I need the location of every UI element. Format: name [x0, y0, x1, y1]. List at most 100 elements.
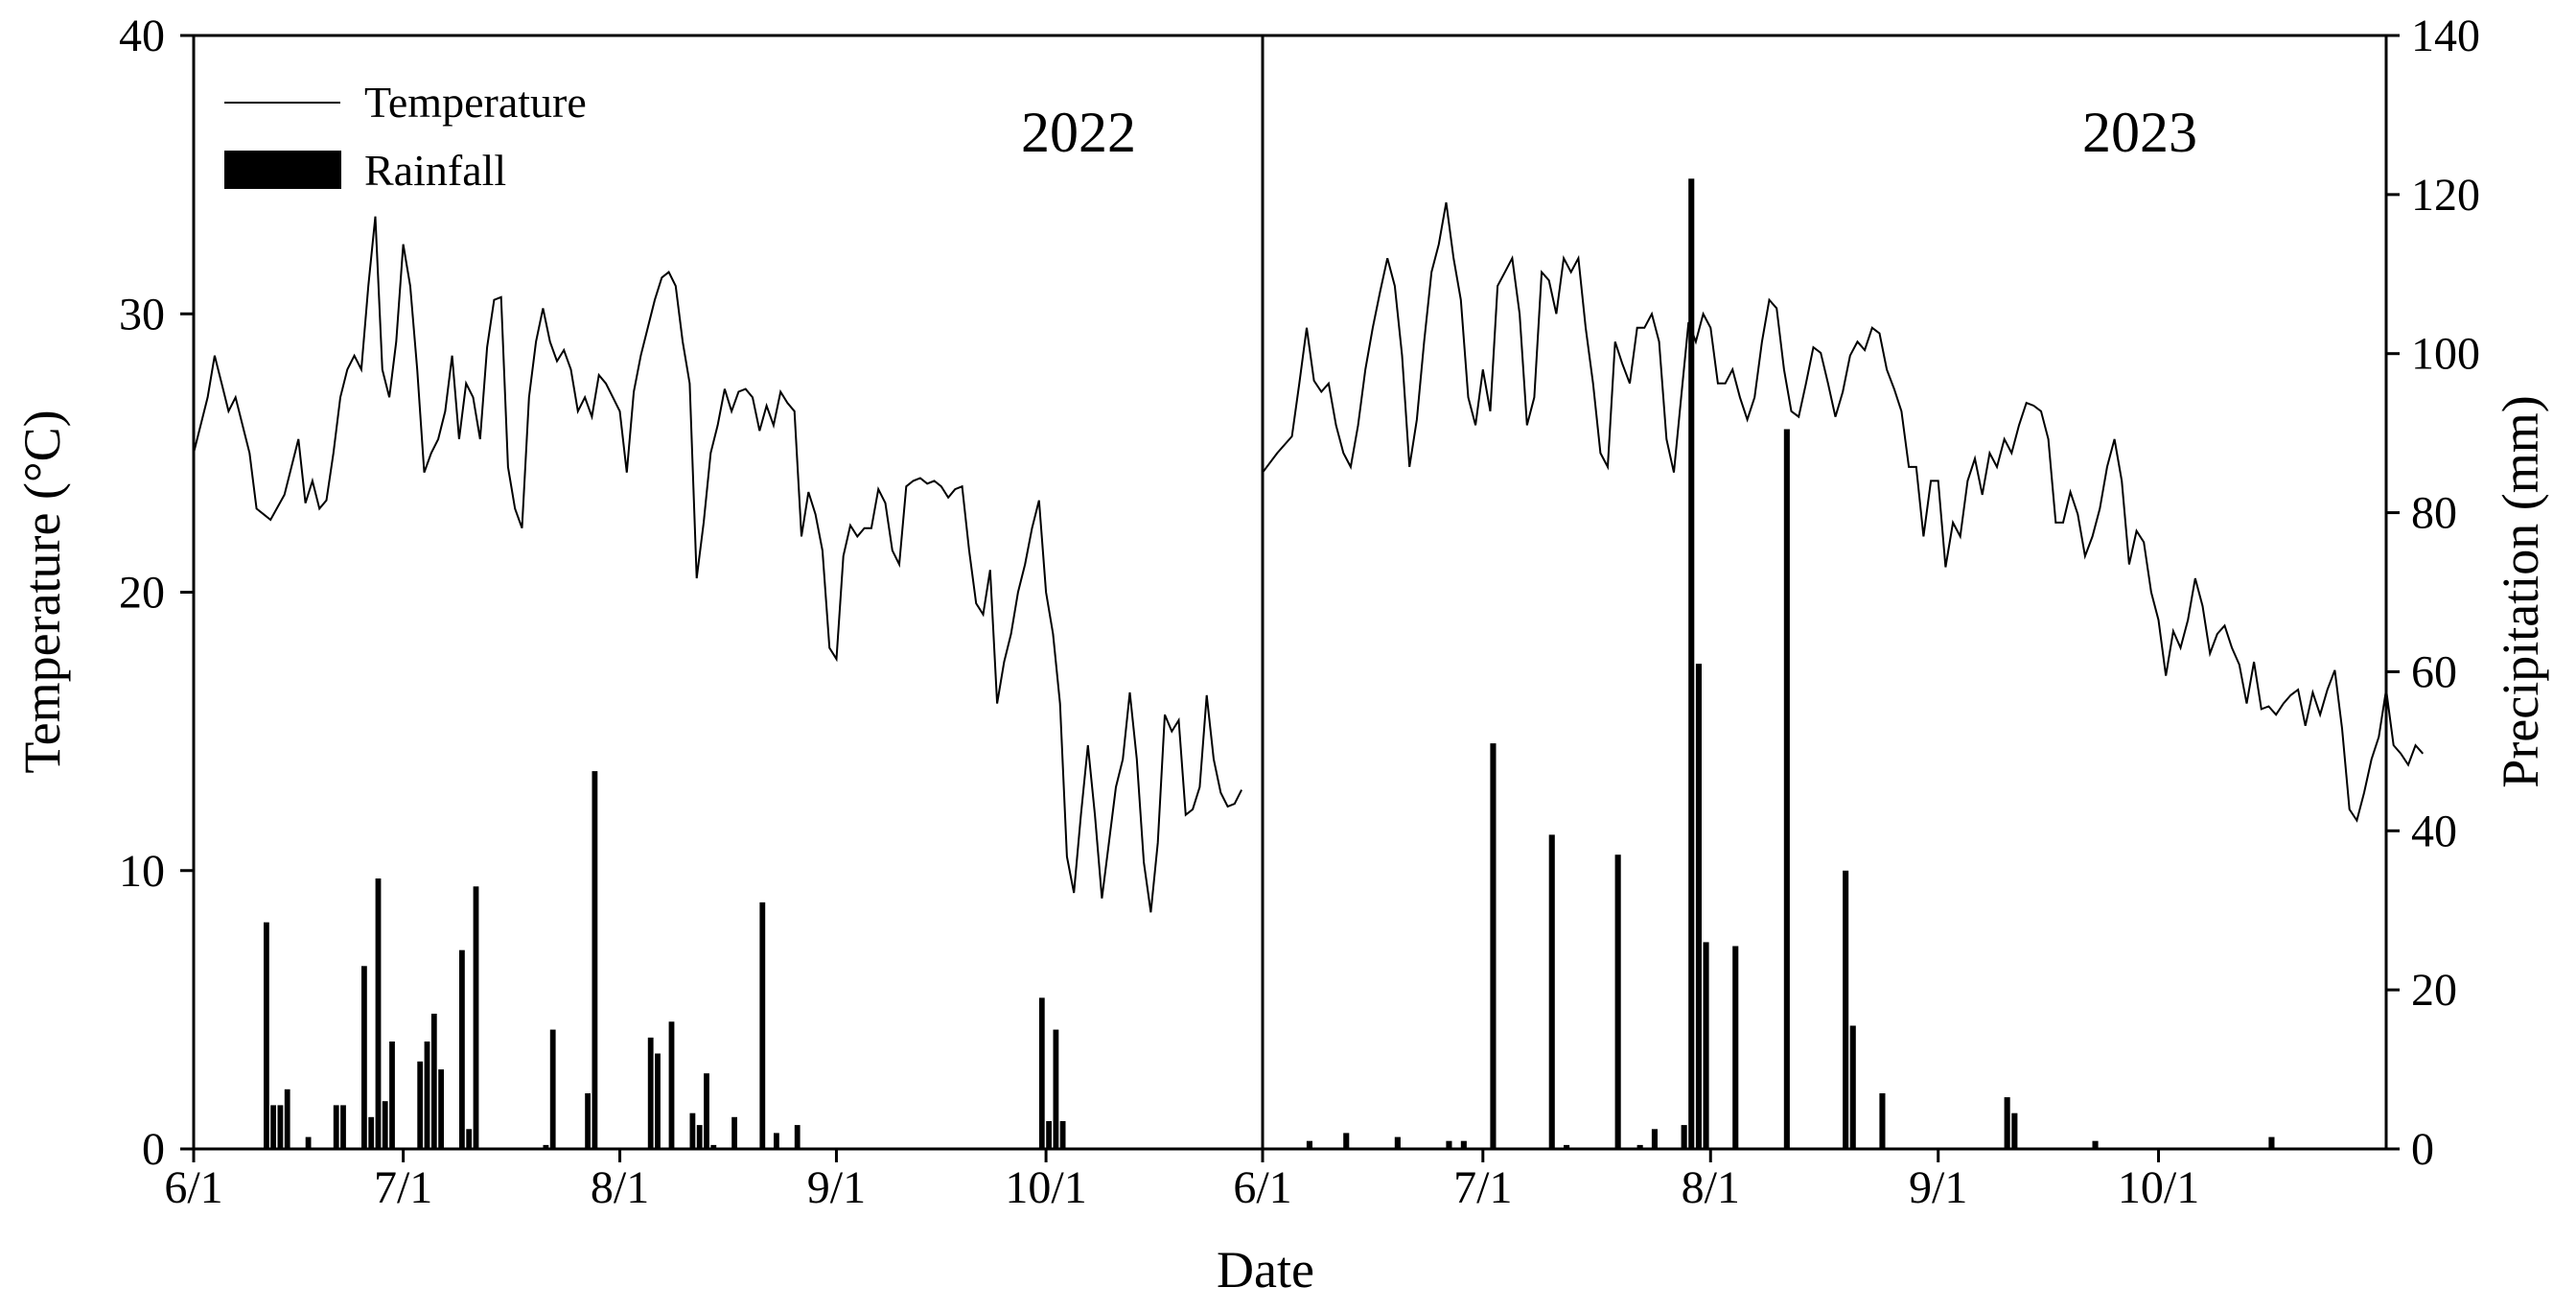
- rainfall-bar-2022-21: [585, 1093, 591, 1149]
- y-left-tick-label-3: 30: [119, 289, 165, 339]
- y-axis-left-title: Temperature (°C): [13, 410, 71, 773]
- rainfall-bar-2022-19: [543, 1144, 549, 1149]
- x-tick-label-2023-2: 8/1: [1682, 1162, 1740, 1213]
- rainfall-bar-2023-2: [1394, 1136, 1401, 1149]
- rainfall-bar-2022-13: [424, 1042, 430, 1149]
- rainfall-bar-2023-10: [1651, 1129, 1658, 1149]
- rainfall-bar-2022-28: [704, 1073, 709, 1149]
- temperature-line-2023: [1262, 201, 2425, 823]
- y-left-tick-label-4: 40: [119, 11, 165, 61]
- rainfall-bar-2023-6: [1548, 834, 1555, 1149]
- rainfall-bar-2022-12: [417, 1061, 424, 1149]
- temperature-lines: [193, 201, 2425, 913]
- rainfall-bar-2022-31: [759, 901, 766, 1149]
- rainfall-bar-2023-22: [2092, 1140, 2099, 1149]
- rainfall-bar-2023-4: [1460, 1140, 1467, 1149]
- rainfall-bar-2022-32: [774, 1133, 779, 1149]
- rainfall-bar-2023-19: [1879, 1093, 1886, 1149]
- rainfall-bar-2022-25: [668, 1021, 675, 1149]
- y-left-tick-label-0: 0: [142, 1124, 165, 1175]
- x-tick-label-2022-2: 8/1: [591, 1162, 649, 1213]
- legend-rainfall-label: Rainfall: [364, 146, 506, 195]
- rainfall-bar-2022-29: [710, 1144, 717, 1149]
- y-right-tick-label-4: 80: [2411, 488, 2457, 539]
- rainfall-bar-2022-30: [731, 1116, 737, 1149]
- rainfall-bar-2022-34: [1038, 997, 1045, 1149]
- rainfall-bar-2023-21: [2011, 1112, 2018, 1149]
- rainfall-bar-2023-16: [1783, 429, 1790, 1149]
- rainfall-bar-2023-7: [1564, 1144, 1570, 1149]
- rainfall-bar-2023-15: [1732, 946, 1739, 1149]
- x-tick-label-2023-1: 7/1: [1453, 1162, 1512, 1213]
- rainfall-bar-2022-24: [655, 1053, 661, 1149]
- rainfall-bar-2022-23: [647, 1037, 654, 1149]
- rainfall-bar-2022-11: [389, 1042, 395, 1149]
- x-axis-title: Date: [1217, 1241, 1314, 1299]
- rainfall-bar-2023-1: [1343, 1133, 1350, 1149]
- rainfall-bar-2022-14: [430, 1014, 437, 1149]
- rainfall-bar-2022-3: [284, 1089, 290, 1149]
- x-tick-label-2022-4: 10/1: [1005, 1162, 1086, 1213]
- axes: 6/1 7/1 8/1 9/1 10/1 6/1 7/1 8/1 9/1 10/1 0 10 20 30 4…: [119, 11, 2480, 1213]
- legend-temperature-label: Temperature: [364, 78, 587, 127]
- rainfall-bar-2023-3: [1446, 1140, 1452, 1149]
- rainfall-bar-2022-26: [689, 1112, 696, 1149]
- rainfall-bar-2022-18: [473, 886, 479, 1149]
- y-axis-right-title: Precipitation (mm): [2492, 395, 2549, 787]
- rainfall-bars: [264, 178, 2275, 1150]
- rainfall-bar-2022-15: [438, 1069, 444, 1149]
- rainfall-bar-2023-9: [1636, 1144, 1643, 1149]
- rainfall-bar-2022-5: [333, 1105, 339, 1149]
- plot-border: [192, 34, 2388, 1151]
- y-right-tick-label-7: 140: [2411, 11, 2480, 61]
- rainfall-bar-2023-12: [1688, 178, 1695, 1150]
- y-right-tick-label-0: 0: [2411, 1124, 2434, 1175]
- rainfall-bar-2022-27: [696, 1125, 703, 1149]
- rainfall-bar-2022-8: [368, 1116, 375, 1149]
- year-labels: 2022 2023: [1021, 101, 2197, 164]
- x-tick-label-2022-0: 6/1: [164, 1162, 222, 1213]
- rainfall-bar-2022-7: [361, 966, 367, 1149]
- rainfall-bar-2022-33: [794, 1125, 801, 1149]
- x-tick-label-2023-0: 6/1: [1233, 1162, 1291, 1213]
- x-tick-label-2022-3: 9/1: [807, 1162, 866, 1213]
- rainfall-bar-2023-20: [2004, 1097, 2010, 1149]
- rainfall-bar-2023-13: [1695, 664, 1702, 1149]
- rainfall-bar-2022-22: [592, 771, 598, 1149]
- rainfall-bar-2022-17: [466, 1129, 473, 1149]
- rainfall-bar-2023-0: [1306, 1140, 1312, 1149]
- rainfall-bar-2022-35: [1046, 1121, 1052, 1149]
- rainfall-bar-2022-0: [264, 922, 269, 1149]
- rainfall-bar-2022-6: [340, 1105, 346, 1149]
- rainfall-bar-2022-20: [549, 1029, 556, 1149]
- rainfall-bar-2023-11: [1681, 1125, 1687, 1149]
- x-tick-label-2023-3: 9/1: [1909, 1162, 1967, 1213]
- y-right-tick-label-1: 20: [2411, 965, 2457, 1016]
- y-right-tick-label-6: 120: [2411, 170, 2480, 221]
- y-left-tick-label-2: 20: [119, 568, 165, 619]
- rainfall-bar-2023-8: [1614, 854, 1621, 1149]
- y-right-tick-label-2: 40: [2411, 806, 2457, 856]
- rainfall-bar-2023-14: [1703, 942, 1709, 1149]
- rainfall-bar-2023-18: [1849, 1025, 1856, 1149]
- legend: Temperature Rainfall: [224, 78, 587, 195]
- legend-rainfall-swatch: [224, 151, 341, 189]
- rainfall-bar-2022-10: [382, 1101, 388, 1149]
- rainfall-bar-2022-16: [459, 949, 465, 1149]
- rainfall-bar-2023-5: [1490, 743, 1497, 1149]
- rainfall-bar-2022-37: [1059, 1121, 1066, 1149]
- temperature-line-2022: [193, 216, 1242, 913]
- y-right-tick-label-3: 60: [2411, 646, 2457, 697]
- year-label-2022: 2022: [1021, 101, 1136, 164]
- rainfall-bar-2022-36: [1053, 1029, 1059, 1149]
- x-tick-label-2022-1: 7/1: [374, 1162, 432, 1213]
- x-tick-label-2023-4: 10/1: [2118, 1162, 2199, 1213]
- rainfall-bar-2022-9: [375, 878, 382, 1149]
- rainfall-bar-2022-4: [305, 1136, 312, 1149]
- rainfall-bar-2022-1: [270, 1105, 276, 1149]
- rainfall-bar-2022-2: [277, 1105, 284, 1149]
- plot-frame: [192, 34, 2388, 1151]
- year-label-2023: 2023: [2082, 101, 2197, 164]
- y-right-tick-label-5: 100: [2411, 329, 2480, 380]
